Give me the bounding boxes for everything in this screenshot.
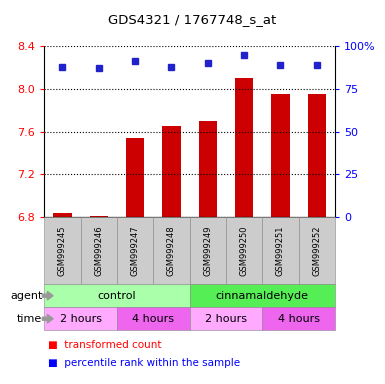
Text: GSM999250: GSM999250 xyxy=(239,225,249,276)
Bar xyxy=(271,94,290,217)
Text: GSM999248: GSM999248 xyxy=(167,225,176,276)
Bar xyxy=(199,121,217,217)
Text: GSM999246: GSM999246 xyxy=(94,225,103,276)
Text: GSM999245: GSM999245 xyxy=(58,225,67,276)
Text: control: control xyxy=(98,291,136,301)
Bar xyxy=(90,216,108,217)
Text: 4 hours: 4 hours xyxy=(278,314,320,324)
Text: GSM999249: GSM999249 xyxy=(203,225,212,276)
Bar xyxy=(308,94,326,217)
Text: 4 hours: 4 hours xyxy=(132,314,174,324)
Text: ■  percentile rank within the sample: ■ percentile rank within the sample xyxy=(48,358,240,368)
Bar xyxy=(54,213,72,217)
Text: GDS4321 / 1767748_s_at: GDS4321 / 1767748_s_at xyxy=(108,13,277,26)
Text: time: time xyxy=(17,314,42,324)
Text: GSM999251: GSM999251 xyxy=(276,225,285,276)
Bar xyxy=(235,78,253,217)
Bar xyxy=(162,126,181,217)
Text: 2 hours: 2 hours xyxy=(60,314,102,324)
Bar xyxy=(126,138,144,217)
Text: agent: agent xyxy=(10,291,42,301)
Text: ■  transformed count: ■ transformed count xyxy=(48,340,162,350)
Text: GSM999247: GSM999247 xyxy=(131,225,140,276)
Text: 2 hours: 2 hours xyxy=(205,314,247,324)
Text: cinnamaldehyde: cinnamaldehyde xyxy=(216,291,309,301)
Text: GSM999252: GSM999252 xyxy=(312,225,321,276)
